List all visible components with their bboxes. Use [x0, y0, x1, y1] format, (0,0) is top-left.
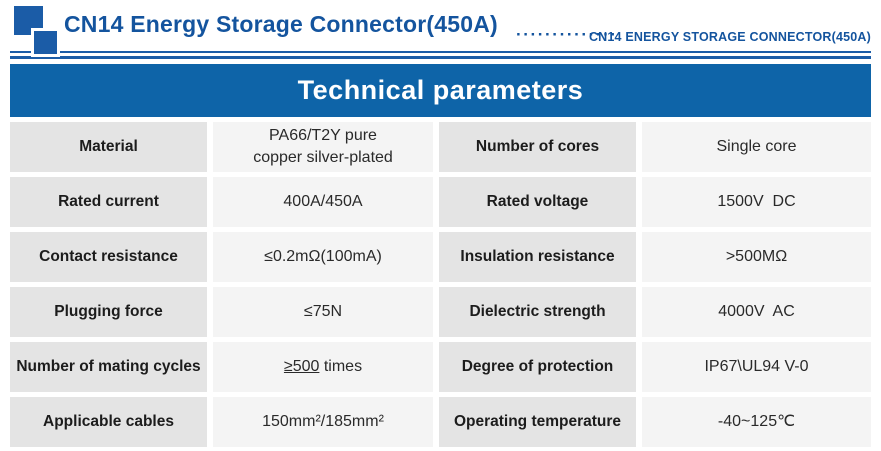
- cell-applicable-cables-value: 150mm²/185mm²: [213, 397, 433, 447]
- page-subtitle: CN14 ENERGY STORAGE CONNECTOR(450A): [588, 30, 871, 44]
- cell-material-value: PA66/T2Y pure copper silver-plated: [213, 122, 433, 172]
- cell-contact-resistance-value: ≤0.2mΩ(100mA): [213, 232, 433, 282]
- cell-mating-cycles-label: Number of mating cycles: [10, 342, 207, 392]
- dotted-leader: ··············: [516, 25, 618, 44]
- header-divider-thin: [10, 51, 871, 53]
- cell-rated-current-label: Rated current: [10, 177, 207, 227]
- cell-operating-temperature-value: -40~125℃: [642, 397, 871, 447]
- cell-mating-cycles-value: ≥500 times: [213, 342, 433, 392]
- cell-rated-current-value: 400A/450A: [213, 177, 433, 227]
- spec-table: Material PA66/T2Y pure copper silver-pla…: [10, 122, 871, 447]
- page-title: CN14 Energy Storage Connector(450A): [64, 11, 498, 37]
- section-banner-title: Technical parameters: [297, 75, 584, 105]
- cell-degree-of-protection-value: IP67\UL94 V-0: [642, 342, 871, 392]
- cell-dielectric-strength-value: 4000V AC: [642, 287, 871, 337]
- mating-cycles-underlined: ≥500: [283, 358, 320, 376]
- cell-material-label: Material: [10, 122, 207, 172]
- cell-plugging-force-label: Plugging force: [10, 287, 207, 337]
- cell-plugging-force-value: ≤75N: [213, 287, 433, 337]
- cell-operating-temperature-label: Operating temperature: [439, 397, 636, 447]
- cell-number-of-cores-label: Number of cores: [439, 122, 636, 172]
- cell-number-of-cores-value: Single core: [642, 122, 871, 172]
- header-divider-thick: [10, 56, 871, 59]
- cell-insulation-resistance-label: Insulation resistance: [439, 232, 636, 282]
- cell-dielectric-strength-label: Dielectric strength: [439, 287, 636, 337]
- cell-rated-voltage-label: Rated voltage: [439, 177, 636, 227]
- logo-square-large-icon: [14, 6, 43, 35]
- page-header: CN14 Energy Storage Connector(450A) ····…: [0, 0, 881, 64]
- mating-cycles-suffix: times: [319, 358, 363, 376]
- cell-rated-voltage-value: 1500V DC: [642, 177, 871, 227]
- logo-square-small-icon: [34, 31, 57, 54]
- section-banner: Technical parameters: [10, 64, 871, 117]
- cell-degree-of-protection-label: Degree of protection: [439, 342, 636, 392]
- cell-insulation-resistance-value: >500MΩ: [642, 232, 871, 282]
- cell-contact-resistance-label: Contact resistance: [10, 232, 207, 282]
- cell-applicable-cables-label: Applicable cables: [10, 397, 207, 447]
